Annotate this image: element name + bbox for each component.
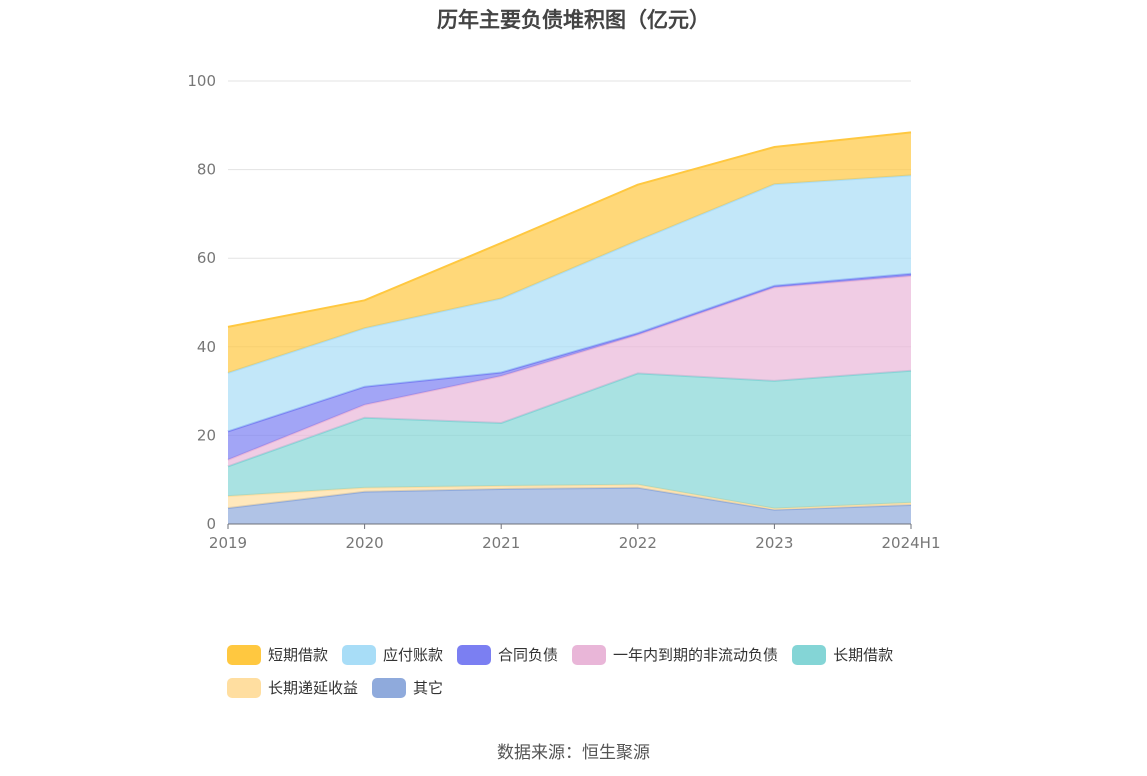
source-note: 数据来源：恒生聚源 <box>497 743 650 763</box>
legend-label: 应付账款 <box>383 646 444 664</box>
legend-swatch <box>792 644 827 665</box>
legend-swatch <box>227 677 261 698</box>
legend-swatch <box>227 644 261 665</box>
area-series-0 <box>228 487 911 524</box>
area-series-5 <box>228 175 911 432</box>
legend-item[interactable]: 应付账款 <box>342 638 443 671</box>
x-tick-label: 2024H1 <box>882 534 941 552</box>
axes: 0 20 40 60 80 100 2019 2020 2021 2022 2023 2024H1 <box>187 72 940 552</box>
y-tick-label: 80 <box>197 161 216 179</box>
legend-label: 长期借款 <box>833 646 894 664</box>
legend-label: 一年内到期的非流动负债 <box>613 646 779 664</box>
area-series-6 <box>228 132 911 373</box>
area-series-2 <box>228 370 911 509</box>
legend-item[interactable]: 长期借款 <box>792 638 893 671</box>
legend: 短期借款 应付账款 合同负债 一年内到期的非流动负债 长期借款长期递延收益 其它 <box>227 638 947 704</box>
x-tick-label: 2020 <box>346 534 384 552</box>
legend-swatch <box>342 644 377 665</box>
chart-title: 历年主要负债堆积图（亿元） <box>437 8 710 32</box>
legend-label: 其它 <box>413 679 444 697</box>
x-tick-label: 2021 <box>482 534 520 552</box>
legend-item[interactable]: 长期递延收益 <box>227 671 358 704</box>
legend-swatch <box>457 644 492 665</box>
y-tick-label: 0 <box>206 515 216 533</box>
legend-item[interactable]: 合同负债 <box>457 638 558 671</box>
y-tick-label: 40 <box>197 338 216 356</box>
area-series-line-2 <box>227 369 912 468</box>
x-tick-label: 2022 <box>619 534 657 552</box>
stacked-area-chart: 0 20 40 60 80 100 2019 2020 2021 2022 2023 2024H1 <box>187 72 940 552</box>
area-series-3 <box>228 275 911 467</box>
y-tick-label: 60 <box>197 249 216 267</box>
legend-swatch <box>572 644 607 665</box>
legend-label: 合同负债 <box>498 646 559 664</box>
area-series <box>227 131 912 524</box>
x-tick-label: 2019 <box>209 534 247 552</box>
x-tick-label: 2023 <box>755 534 793 552</box>
y-tick-label: 100 <box>187 72 216 90</box>
legend-swatch <box>372 677 407 698</box>
legend-item[interactable]: 短期借款 <box>227 638 328 671</box>
legend-label: 短期借款 <box>268 646 329 664</box>
legend-label: 长期递延收益 <box>268 679 359 697</box>
legend-item[interactable]: 其它 <box>372 671 443 704</box>
area-series-line-6 <box>227 131 912 328</box>
legend-item[interactable]: 一年内到期的非流动负债 <box>572 638 778 671</box>
y-tick-label: 20 <box>197 426 216 444</box>
